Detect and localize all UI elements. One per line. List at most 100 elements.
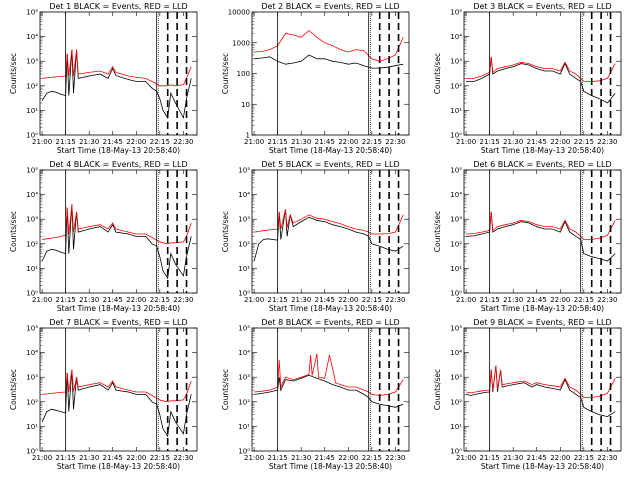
y-tick-label: 10¹ — [238, 265, 250, 273]
events-series-line — [466, 365, 616, 418]
y-tick-label: 10⁵ — [450, 9, 462, 17]
y-tick-label: 10⁰ — [450, 290, 462, 298]
x-tick-label: 21:45 — [103, 138, 123, 146]
plot-frame — [39, 327, 198, 452]
y-tick-label: 10³ — [238, 216, 250, 224]
y-tick-label: 10⁰ — [238, 290, 250, 298]
y-tick-label: 10⁵ — [26, 325, 38, 333]
y-tick-label: 10³ — [26, 374, 38, 382]
lld-series-line — [42, 204, 192, 245]
y-tick-label: 10⁵ — [26, 167, 38, 175]
lld-series-line — [466, 56, 616, 82]
plot-frame — [251, 11, 410, 136]
x-tick-label: 22:00 — [550, 454, 570, 462]
x-tick-label: 21:00 — [456, 138, 476, 146]
y-tick-label: 10² — [26, 398, 38, 406]
y-tick-label: 10⁴ — [238, 349, 250, 357]
plot-frame — [251, 327, 410, 452]
x-tick-label: 21:15 — [480, 138, 500, 146]
y-axis-label: Counts/sec — [433, 369, 442, 410]
panel-det-2: Det 2 BLACK = Events, RED = LLD 21:00 21:1… — [221, 2, 410, 155]
y-tick-label: 10¹ — [26, 423, 38, 431]
y-tick-label: 10⁴ — [238, 191, 250, 199]
y-axis-label: Counts/sec — [9, 369, 18, 410]
plot-frame — [39, 169, 198, 294]
x-tick-label: 22:00 — [338, 454, 358, 462]
x-tick-label: 22:30 — [385, 296, 405, 304]
x-tick-label: 21:45 — [315, 138, 335, 146]
events-series-line — [41, 369, 192, 438]
plot-frame — [463, 327, 622, 452]
events-series-line — [253, 209, 404, 262]
x-axis-label: Start Time (18-May-13 20:58:40) — [57, 462, 180, 471]
y-tick-label: 10³ — [238, 374, 250, 382]
panel-det-1: Det 1 BLACK = Events, RED = LLD 21:00 21:1… — [9, 2, 198, 155]
y-tick-label: 10³ — [450, 216, 462, 224]
y-tick-label: 10⁵ — [238, 167, 250, 175]
x-tick-label: 21:30 — [503, 454, 523, 462]
x-axis-label: Start Time (18-May-13 20:58:40) — [269, 304, 392, 313]
y-tick-label: 10⁰ — [450, 448, 462, 456]
x-tick-label: 22:00 — [126, 296, 146, 304]
x-tick-label: 21:00 — [456, 454, 476, 462]
panel-title: Det 2 BLACK = Events, RED = LLD — [261, 2, 399, 11]
y-tick-label: 10¹ — [450, 423, 462, 431]
x-tick-label: 22:00 — [338, 138, 358, 146]
events-series-line — [254, 54, 404, 69]
y-tick-label: 10000 — [228, 9, 250, 17]
y-tick-label: 100 — [237, 70, 250, 78]
y-tick-label: 10⁵ — [450, 325, 462, 333]
y-tick-label: 10¹ — [238, 423, 250, 431]
x-tick-label: 21:30 — [503, 296, 523, 304]
y-tick-label: 10³ — [450, 374, 462, 382]
x-axis-label: Start Time (18-May-13 20:58:40) — [57, 146, 180, 155]
plot-frame — [463, 11, 622, 136]
y-tick-label: 10² — [450, 240, 462, 248]
y-tick-label: 10¹ — [450, 265, 462, 273]
y-tick-label: 10⁰ — [26, 290, 38, 298]
y-tick-label: 10⁰ — [450, 132, 462, 140]
x-tick-label: 21:00 — [32, 296, 52, 304]
x-tick-label: 21:15 — [480, 454, 500, 462]
lld-series-line — [42, 49, 192, 87]
y-tick-label: 10⁴ — [450, 191, 462, 199]
y-tick-label: 10⁵ — [26, 9, 38, 17]
y-axis-label: Counts/sec — [433, 211, 442, 252]
y-axis-label: Counts/sec — [221, 53, 230, 94]
x-tick-label: 21:15 — [268, 454, 288, 462]
panel-title: Det 9 BLACK = Events, RED = LLD — [473, 318, 611, 327]
y-axis-label: Counts/sec — [433, 53, 442, 94]
events-series-line — [254, 374, 404, 408]
panel-title: Det 5 BLACK = Events, RED = LLD — [261, 160, 399, 169]
x-tick-label: 21:00 — [456, 296, 476, 304]
y-tick-label: 10² — [450, 82, 462, 90]
panel-det-8: Det 8 BLACK = Events, RED = LLD 21:00 21:1… — [221, 318, 410, 471]
panel-title: Det 8 BLACK = Events, RED = LLD — [261, 318, 399, 327]
x-axis-label: Start Time (18-May-13 20:58:40) — [269, 146, 392, 155]
x-tick-label: 22:15 — [150, 138, 170, 146]
x-tick-label: 21:45 — [527, 138, 547, 146]
y-tick-label: 10⁰ — [26, 448, 38, 456]
y-axis-label: Counts/sec — [221, 369, 230, 410]
y-tick-label: 10² — [26, 82, 38, 90]
plot-frame — [39, 11, 198, 136]
y-tick-label: 10⁵ — [238, 325, 250, 333]
x-axis-label: Start Time (18-May-13 20:58:40) — [57, 304, 180, 313]
lld-series-line — [254, 29, 404, 62]
panel-det-7: Det 7 BLACK = Events, RED = LLD 21:00 21:1… — [9, 318, 198, 471]
x-tick-label: 21:15 — [56, 296, 76, 304]
x-axis-label: Start Time (18-May-13 20:58:40) — [481, 146, 604, 155]
y-tick-label: 10² — [450, 398, 462, 406]
panel-title: Det 4 BLACK = Events, RED = LLD — [49, 160, 187, 169]
x-tick-label: 21:15 — [268, 296, 288, 304]
lld-series-line — [254, 209, 404, 235]
x-tick-label: 22:00 — [126, 138, 146, 146]
x-tick-label: 22:30 — [173, 138, 193, 146]
x-tick-label: 21:30 — [291, 138, 311, 146]
panel-title: Det 6 BLACK = Events, RED = LLD — [473, 160, 611, 169]
x-tick-label: 21:45 — [103, 296, 123, 304]
x-tick-label: 21:30 — [79, 138, 99, 146]
x-axis-label: Start Time (18-May-13 20:58:40) — [481, 304, 604, 313]
x-tick-label: 21:30 — [503, 138, 523, 146]
y-tick-label: 10⁵ — [450, 167, 462, 175]
